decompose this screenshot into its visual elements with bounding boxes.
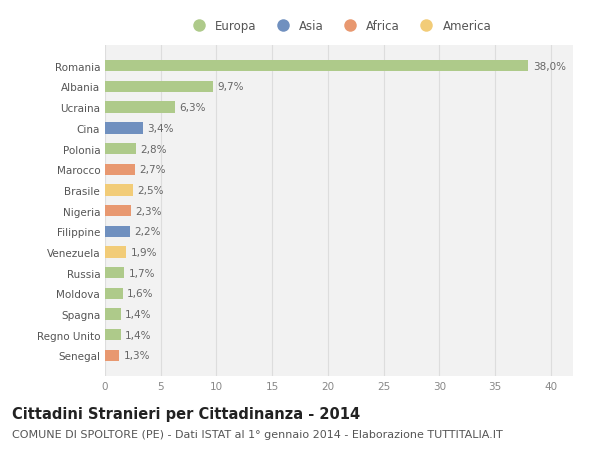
Bar	[105, 350, 119, 361]
Text: 2,3%: 2,3%	[135, 206, 161, 216]
Bar	[105, 185, 133, 196]
Bar	[105, 144, 136, 155]
Text: COMUNE DI SPOLTORE (PE) - Dati ISTAT al 1° gennaio 2014 - Elaborazione TUTTITALI: COMUNE DI SPOLTORE (PE) - Dati ISTAT al …	[12, 429, 503, 439]
Text: 2,2%: 2,2%	[134, 227, 160, 237]
Bar	[105, 123, 143, 134]
Bar	[105, 164, 135, 175]
Text: 38,0%: 38,0%	[533, 62, 566, 72]
Text: Cittadini Stranieri per Cittadinanza - 2014: Cittadini Stranieri per Cittadinanza - 2…	[12, 406, 360, 421]
Bar	[105, 206, 131, 217]
Bar	[105, 309, 121, 320]
Bar	[105, 268, 124, 279]
Text: 6,3%: 6,3%	[179, 103, 206, 113]
Bar	[105, 102, 175, 113]
Text: 2,7%: 2,7%	[140, 165, 166, 175]
Text: 3,4%: 3,4%	[148, 123, 174, 134]
Text: 1,6%: 1,6%	[127, 289, 154, 299]
Text: 9,7%: 9,7%	[218, 82, 244, 92]
Bar	[105, 288, 123, 299]
Bar	[105, 330, 121, 341]
Text: 1,4%: 1,4%	[125, 330, 152, 340]
Text: 2,5%: 2,5%	[137, 185, 164, 196]
Text: 1,3%: 1,3%	[124, 351, 151, 361]
Bar	[105, 247, 126, 258]
Bar	[105, 226, 130, 237]
Text: 1,7%: 1,7%	[128, 268, 155, 278]
Text: 1,9%: 1,9%	[131, 247, 157, 257]
Text: 2,8%: 2,8%	[140, 144, 167, 154]
Text: 1,4%: 1,4%	[125, 309, 152, 319]
Bar	[105, 61, 529, 72]
Legend: Europa, Asia, Africa, America: Europa, Asia, Africa, America	[187, 21, 491, 34]
Bar	[105, 82, 213, 93]
